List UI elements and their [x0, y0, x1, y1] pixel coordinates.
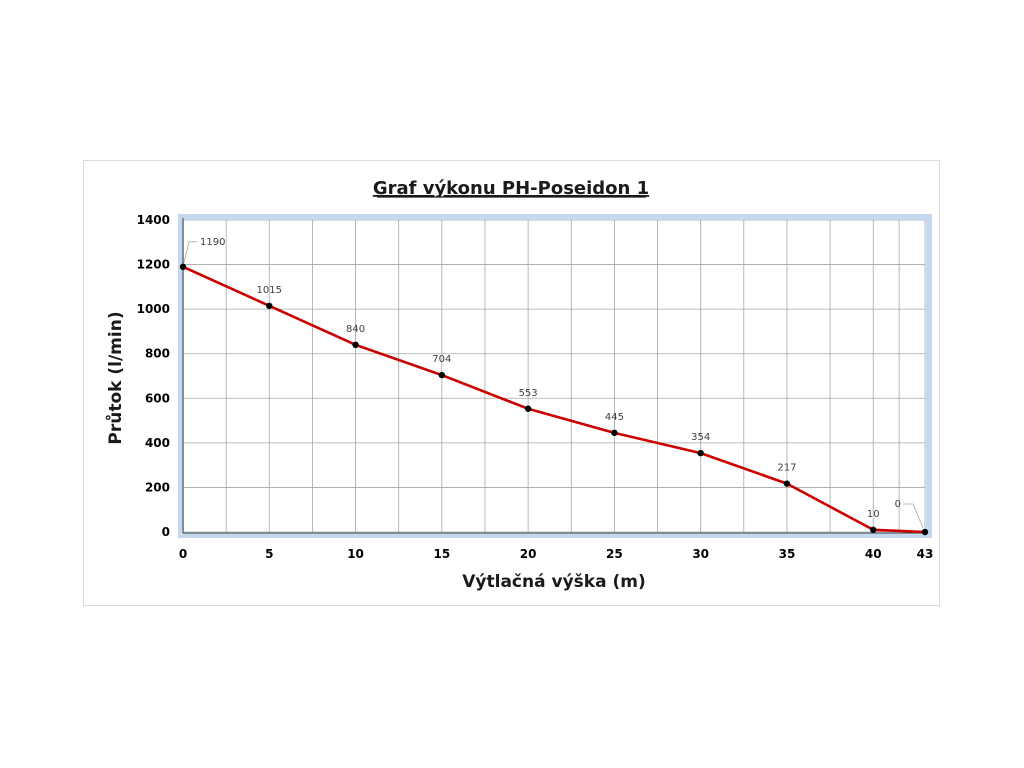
x-tick-label: 0 — [179, 547, 187, 561]
x-axis-label: Výtlačná výška (m) — [462, 572, 645, 592]
data-point — [179, 263, 187, 270]
x-tick-label: 40 — [865, 547, 882, 561]
data-point — [352, 341, 359, 348]
plot-border — [178, 214, 932, 538]
data-point — [611, 429, 618, 437]
y-tick-label: 400 — [145, 436, 170, 450]
y-tick-label: 1200 — [137, 258, 170, 272]
y-tick-label: 1000 — [137, 302, 170, 316]
chart-title: Graf výkonu PH-Poseidon 1 — [373, 178, 649, 199]
data-point — [870, 526, 877, 533]
data-point — [266, 302, 273, 309]
data-label: 0 — [895, 499, 901, 510]
plot-background — [183, 220, 925, 532]
data-label: 445 — [605, 412, 624, 423]
data-label: 704 — [432, 354, 451, 365]
data-label: 840 — [346, 324, 365, 335]
y-tick-label: 0 — [162, 525, 170, 539]
y-tick-label: 1400 — [137, 213, 170, 227]
y-tick-label: 200 — [145, 480, 170, 494]
data-point — [697, 449, 704, 457]
x-tick-label: 35 — [779, 547, 796, 561]
x-tick-label: 10 — [347, 547, 364, 561]
data-point — [783, 480, 791, 487]
data-label: 10 — [867, 509, 880, 520]
x-tick-label: 20 — [520, 547, 537, 561]
series-line — [182, 265, 926, 534]
data-point — [921, 528, 929, 536]
data-label: 1015 — [257, 285, 282, 296]
data-label-leader — [903, 503, 924, 529]
x-tick-label: 30 — [692, 547, 709, 561]
y-tick-label: 600 — [145, 391, 170, 405]
x-tick-label: 43 — [917, 547, 934, 561]
x-tick-label: 25 — [606, 547, 623, 561]
x-tick-label: 15 — [433, 547, 450, 561]
data-label: 553 — [519, 388, 538, 399]
data-label-leader — [183, 241, 197, 263]
data-label: 354 — [691, 432, 710, 443]
y-tick-label: 800 — [145, 347, 170, 361]
x-tick-label: 5 — [265, 547, 273, 561]
data-label: 217 — [777, 463, 796, 474]
data-label: 1190 — [200, 237, 225, 248]
data-point — [438, 371, 446, 379]
y-axis-label: Průtok (l/min) — [104, 311, 126, 444]
data-point — [524, 405, 532, 412]
